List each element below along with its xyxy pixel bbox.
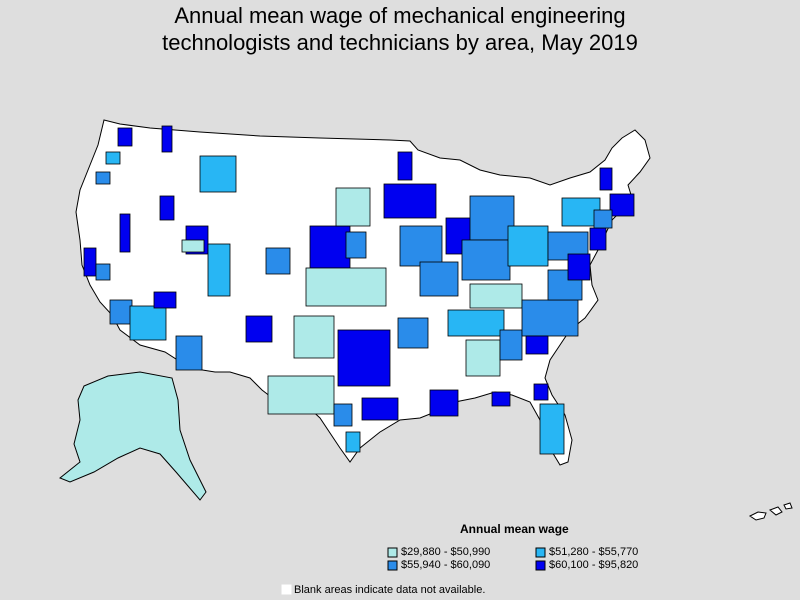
region-tennessee[interactable] [447,309,505,337]
region-boston[interactable] [609,193,635,217]
region-arkansas[interactable] [397,317,429,349]
region-seattle[interactable] [117,127,133,147]
region-nevada-north[interactable] [153,291,177,309]
region-utah-central[interactable] [207,243,231,297]
legend-item-2: $51,280 - $55,770 [549,546,638,558]
region-alabama[interactable] [465,339,501,377]
legend-swatch-3 [387,560,398,571]
region-dakota-east[interactable] [335,187,371,227]
legend-label-3: $55,940 - $60,090 [401,559,491,571]
region-maine[interactable] [599,167,613,191]
region-california-north[interactable] [119,213,131,253]
region-san-francisco[interactable] [83,247,97,277]
region-iowa[interactable] [399,225,443,267]
region-new-york-city[interactable] [589,227,607,251]
legend-item-3: $55,940 - $60,090 [401,559,490,571]
alaska-outline[interactable] [59,371,207,501]
region-washington-dc[interactable] [567,253,591,281]
region-florida[interactable] [539,403,565,455]
region-jacksonville[interactable] [533,383,549,401]
legend-swatch-2 [535,547,546,558]
map-title: Annual mean wage of mechanical engineeri… [0,2,800,56]
region-florida-gulf[interactable] [491,391,511,407]
region-wa-north[interactable] [161,125,173,153]
legend-title: Annual mean wage [460,522,569,536]
region-wa-central[interactable] [105,151,121,165]
region-san-antonio[interactable] [333,403,353,427]
region-oregon-portland[interactable] [95,171,111,185]
region-kansas[interactable] [305,267,387,307]
legend-label-1: $29,880 - $50,990 [401,546,491,558]
hawaii-islands[interactable] [749,502,793,521]
region-kentucky[interactable] [469,283,523,309]
region-texas-coast[interactable] [345,431,361,453]
region-san-diego[interactable] [129,305,167,341]
region-oklahoma[interactable] [293,315,335,359]
region-albuquerque[interactable] [245,315,273,343]
legend-label-2: $51,280 - $55,770 [549,546,639,558]
region-utah[interactable] [181,239,205,253]
legend-label-4: $60,100 - $95,820 [549,559,639,571]
region-boise[interactable] [159,195,175,221]
hawaii [749,502,793,521]
legend-item-4: $60,100 - $95,820 [549,559,638,571]
area-regions [83,125,635,455]
legend-item-1: $29,880 - $50,990 [401,546,490,558]
region-minneapolis[interactable] [397,151,413,181]
region-los-angeles[interactable] [109,299,133,325]
region-upper-midwest[interactable] [383,183,437,219]
region-carolinas[interactable] [521,299,579,337]
region-michigan[interactable] [469,195,515,241]
region-colorado-springs[interactable] [345,231,367,259]
region-central-california[interactable] [95,263,111,281]
region-houston[interactable] [361,397,399,421]
region-new-england[interactable] [593,209,613,229]
region-denver[interactable] [309,225,351,269]
region-dallas[interactable] [337,329,391,387]
blank-swatch [281,584,292,595]
region-charleston[interactable] [525,335,549,355]
region-missouri[interactable] [419,261,459,297]
legend-swatch-1 [387,547,398,558]
region-ohio[interactable] [507,225,549,267]
title-line-1: Annual mean wage of mechanical engineeri… [174,3,626,28]
region-texas-south[interactable] [267,375,335,415]
region-colorado-west[interactable] [265,247,291,275]
region-arizona[interactable] [175,335,203,371]
legend-swatches [281,547,546,595]
region-montana[interactable] [199,155,237,193]
blank-areas-note: Blank areas indicate data not available. [294,584,486,596]
region-indiana[interactable] [461,239,511,281]
alaska [59,371,207,501]
region-louisiana[interactable] [429,389,459,417]
title-line-2: technologists and technicians by area, M… [162,30,638,55]
region-atlanta[interactable] [499,329,523,361]
legend-swatch-4 [535,560,546,571]
